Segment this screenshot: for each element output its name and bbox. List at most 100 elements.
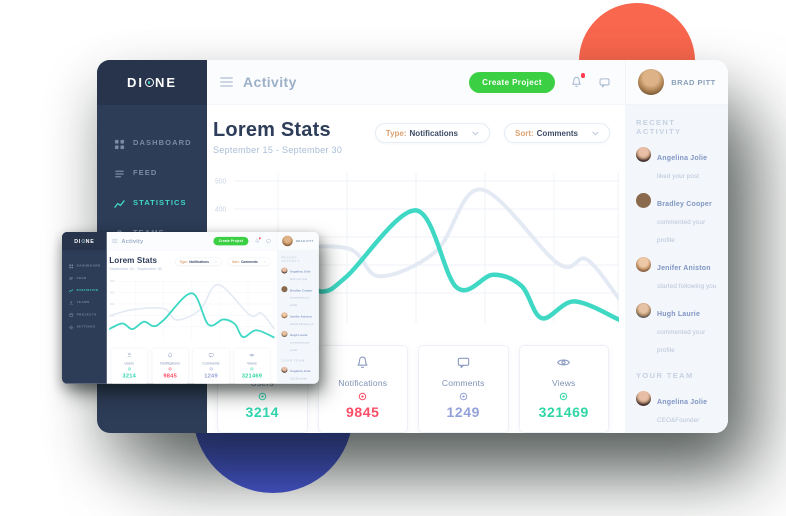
sidebar-item-feed: FEED bbox=[62, 271, 107, 283]
notifications-bell-button[interactable] bbox=[570, 73, 585, 89]
activity-panel: RECENT ACTIVITY Angelina Jolie liked your… bbox=[625, 105, 728, 433]
activity-detail: started following you bbox=[289, 322, 315, 326]
target-icon bbox=[112, 367, 146, 371]
dashboard-screenshot-mini: DI NE DASHBOARD FEED STATISTICS TEAMS bbox=[62, 232, 320, 385]
activity-detail: liked your post bbox=[289, 277, 308, 281]
target-icon bbox=[235, 367, 269, 371]
create-project-button[interactable]: Create Project bbox=[469, 71, 555, 93]
sort-filter-label: Sort: bbox=[514, 128, 534, 138]
activity-item[interactable]: Jenifer Aniston started following you bbox=[636, 257, 719, 293]
sidebar-item-dashboard: DASHBOARD bbox=[62, 259, 107, 271]
user-name: BRAD PITT bbox=[295, 239, 314, 243]
stat-card-notifications: Notifications 9845 bbox=[151, 347, 189, 384]
stat-label: Notifications bbox=[338, 378, 388, 388]
stat-value: 1249 bbox=[446, 404, 481, 420]
person-name: Jenifer Aniston bbox=[657, 265, 711, 272]
team-member-item[interactable]: Angelina Jolie CEO&Founder bbox=[636, 391, 719, 427]
stat-label: Views bbox=[551, 378, 576, 388]
person-name: Angelina Jolie bbox=[657, 155, 708, 162]
avatar bbox=[636, 303, 651, 318]
activity-item[interactable]: Bradley Cooper commented your profile bbox=[636, 193, 719, 247]
type-filter-dropdown[interactable]: Type: Notifications bbox=[374, 123, 490, 143]
svg-text:400: 400 bbox=[110, 291, 115, 295]
avatar bbox=[281, 267, 288, 274]
type-filter-label: Type: bbox=[179, 259, 188, 264]
grid-icon bbox=[69, 263, 74, 269]
sidebar-item-statistics: STATISTICS bbox=[62, 284, 107, 296]
sidebar-item-label: DASHBOARD bbox=[133, 137, 192, 147]
activity-item: Angelina Jolie liked your post bbox=[281, 267, 315, 282]
chevron-down-icon bbox=[472, 131, 479, 136]
main-content: Lorem Stats September 15 - September 30 … bbox=[107, 250, 277, 384]
top-bar: Activity Create Project BRAD PITT bbox=[207, 60, 728, 105]
sort-filter-dropdown[interactable]: Sort: Comments bbox=[503, 123, 610, 143]
activity-item[interactable]: Angelina Jolie liked your post bbox=[636, 147, 719, 183]
sidebar-item-label: FEED bbox=[133, 167, 158, 177]
sidebar-item-statistics[interactable]: STATISTICS bbox=[97, 187, 207, 217]
stat-card-notifications[interactable]: Notifications 9845 bbox=[317, 345, 408, 433]
person-name: Hugh Laurie bbox=[289, 334, 308, 338]
sort-filter-value: Comments bbox=[240, 259, 258, 264]
activity-item[interactable]: Hugh Laurie commented your profile bbox=[636, 303, 719, 357]
stat-card-comments[interactable]: Comments 1249 bbox=[418, 345, 509, 433]
stats-heading: Lorem Stats September 15 - September 30 bbox=[109, 255, 162, 271]
activity-detail: started following you bbox=[657, 283, 717, 290]
grid-icon bbox=[114, 137, 125, 149]
messages-button[interactable] bbox=[598, 76, 611, 89]
sidebar-item-projects: PROJECTS bbox=[62, 308, 107, 320]
sidebar-item-label: TEAMS bbox=[76, 300, 90, 304]
logo-text-right: NE bbox=[85, 238, 95, 245]
sidebar-nav: DASHBOARD FEED STATISTICS TEAMS PROJECTS bbox=[62, 250, 107, 332]
avatar bbox=[636, 257, 651, 272]
dione-logo: DI NE bbox=[62, 232, 107, 251]
sidebar-item-dashboard[interactable]: DASHBOARD bbox=[97, 127, 207, 157]
stats-heading: Lorem Stats September 15 - September 30 bbox=[213, 117, 342, 155]
stat-label: Users bbox=[124, 361, 134, 366]
user-menu[interactable]: BRAD PITT bbox=[625, 60, 728, 104]
activity-detail: commented your profile bbox=[657, 219, 706, 244]
user-icon bbox=[126, 352, 132, 360]
logo-o-icon bbox=[144, 78, 154, 87]
eye-icon bbox=[556, 357, 571, 374]
person-name: Bradley Cooper bbox=[657, 201, 712, 208]
sidebar-item-label: SETTINGS bbox=[76, 324, 96, 329]
top-bar: Activity Create Project BRAD PITT bbox=[106, 232, 319, 251]
eye-icon bbox=[249, 353, 255, 360]
sidebar-item-teams: TEAMS bbox=[62, 296, 107, 308]
target-icon bbox=[321, 392, 406, 401]
sort-filter-value: Comments bbox=[536, 128, 578, 138]
type-filter-dropdown: Type: Notifications bbox=[175, 257, 222, 266]
type-filter-label: Type: bbox=[385, 128, 407, 138]
dione-logo[interactable]: DI NE bbox=[97, 60, 207, 105]
user-menu: BRAD PITT bbox=[276, 232, 319, 250]
filter-pills: Type: Notifications Sort: Comments bbox=[175, 257, 271, 266]
unread-badge-dot bbox=[580, 73, 585, 78]
hamburger-menu-icon[interactable] bbox=[220, 77, 233, 87]
person-name: Angelina Jolie bbox=[289, 369, 311, 373]
main-content: Lorem Stats September 15 - September 30 … bbox=[207, 105, 625, 433]
person-name: Hugh Laurie bbox=[657, 311, 701, 318]
create-project-button: Create Project bbox=[213, 236, 249, 246]
sidebar-item-feed[interactable]: FEED bbox=[97, 157, 207, 187]
stat-card-views[interactable]: Views 321469 bbox=[518, 345, 609, 433]
svg-text:400: 400 bbox=[215, 206, 226, 213]
person-name: Angelina Jolie bbox=[657, 399, 708, 406]
activity-item: Hugh Laurie commented your profile bbox=[281, 330, 315, 353]
your-team-title: YOUR TEAM bbox=[636, 371, 694, 380]
target-icon bbox=[522, 392, 607, 401]
dashboard-main-column: Activity Create Project BRAD PITT bbox=[106, 232, 319, 384]
activity-item: Jenifer Aniston started following you bbox=[281, 312, 315, 327]
logo-text-left: DI bbox=[74, 238, 82, 245]
avatar bbox=[636, 193, 651, 208]
avatar bbox=[282, 235, 293, 247]
avatar bbox=[281, 366, 288, 373]
date-range-label: September 15 - September 30 bbox=[109, 266, 162, 271]
recent-activity-title: RECENT ACTIVITY bbox=[281, 255, 300, 263]
stat-value: 9845 bbox=[163, 372, 177, 379]
sort-filter-dropdown: Sort: Comments bbox=[227, 257, 271, 266]
dashboard-body: Lorem Stats September 15 - September 30 … bbox=[207, 105, 728, 433]
stat-label: Comments bbox=[202, 361, 220, 366]
stat-value: 3214 bbox=[122, 372, 137, 379]
